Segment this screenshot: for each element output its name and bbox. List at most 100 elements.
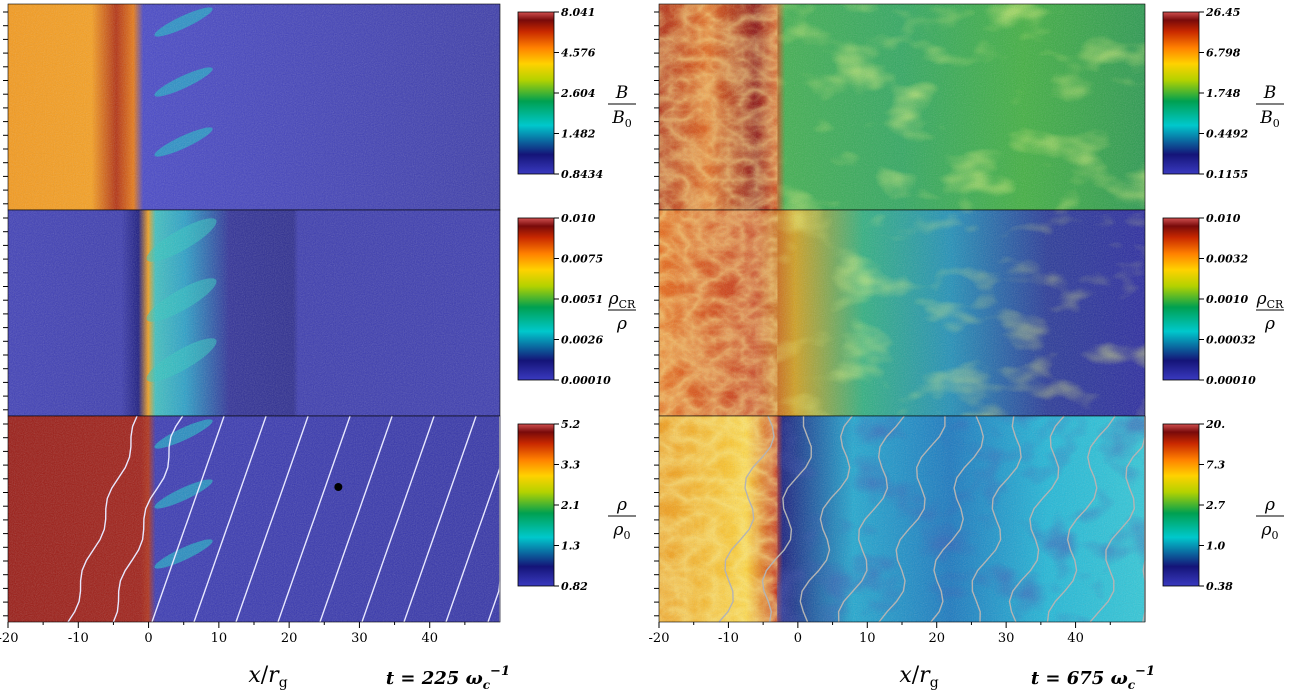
quantity-label: ρ ρ0 [608,495,636,542]
quantity-denominator: ρ [616,314,627,334]
noise-texture [659,416,1145,622]
colorbar-tick-label: 0.82 [561,580,588,593]
colorbar-tick-label: 8.041 [561,6,595,19]
x-tick-label: 40 [1067,631,1084,646]
colorbar-gradient [1162,423,1200,587]
marker-dot [334,483,343,491]
colorbar-tick-label: 5.2 [561,418,580,431]
colorbar-tick-label: 0.00032 [1206,334,1256,347]
quantity-subscript: CR [1267,298,1284,311]
colorbar-tick-label: 0.0010 [1206,293,1248,306]
field-line [319,415,393,623]
noise-texture [8,416,500,622]
quantity-denominator: ρ0 [1261,520,1279,542]
colorbar: 5.2 3.3 2.1 1.3 0.82 [517,418,588,593]
quantity-numerator: B [615,83,629,103]
x-axis-title: x/rg [899,663,938,691]
denominator-subscript: 0 [624,529,631,542]
field-line [193,415,267,623]
colorbar-tick-label: 3.3 [561,459,580,472]
x-tick-label: 20 [928,631,945,646]
snapshot-2: 26.45 6.798 1.748 0.4492 0.1155 B B0 0.010 0.003… [649,3,1284,692]
field-line [930,415,985,623]
colorbar-tick-label: 0.010 [1206,212,1241,225]
x-tick-label: 0 [144,631,152,646]
noise-texture [8,4,500,210]
x-tick-label: 10 [211,631,228,646]
field-panel-1-2 [3,209,501,417]
x-axis-title: x/rg [248,663,287,691]
field-line [112,415,184,623]
quantity-denominator: ρ0 [613,520,631,542]
x-tick-label: 30 [351,631,368,646]
colorbar-tick-label: 26.45 [1205,6,1240,19]
quantity-numerator: B [1263,83,1277,103]
colorbar-gradient [1162,217,1200,381]
quantity-numerator: ρCR [1256,289,1284,311]
colorbar-tick-label: 0.38 [1206,580,1233,593]
field-panel-1-1 [3,3,501,211]
time-label: t = 675 ωc−1 [1031,664,1155,692]
colorbar: 20. 7.3 2.7 1.0 0.38 [1162,418,1233,593]
colorbar-tick-label: 2.1 [560,499,580,512]
field-line [67,415,138,623]
x-tick-label: 20 [281,631,298,646]
colorbar-tick-label: 2.604 [560,87,595,100]
colorbar-tick-label: 0.00010 [1206,374,1256,387]
x-tick-label: -20 [649,631,670,646]
quantity-numerator: ρCR [608,289,636,311]
field-line [718,415,775,623]
colorbar-tick-label: 0.0051 [561,293,603,306]
field-line [277,415,351,623]
x-tick-label: 0 [794,631,802,646]
denominator-subscript: 0 [1273,117,1280,130]
colorbar-gradient [517,217,555,381]
x-axis: -20 -10 0 10 20 30 40 [649,622,1111,646]
colorbar-tick-label: 1.748 [1206,87,1241,100]
x-tick-label: 10 [859,631,876,646]
x-tick-label: -20 [0,631,18,646]
colorbar: 26.45 6.798 1.748 0.4492 0.1155 [1162,6,1248,181]
snapshot-1: 8.041 4.576 2.604 1.482 0.8434 B B0 0.010 0.0075… [0,3,636,692]
colorbar-tick-label: 0.1155 [1206,168,1248,181]
field-panel-2-1 [654,3,1146,211]
x-tick-label: 40 [421,631,438,646]
field-line [799,415,853,623]
field-panel-2-2 [654,209,1146,417]
field-line [878,416,946,623]
colorbar: 0.010 0.0032 0.0010 0.00032 0.00010 [1162,212,1256,387]
x-tick-label: -10 [718,631,739,646]
quantity-label: B B0 [1256,83,1284,130]
denominator-subscript: 0 [1272,529,1279,542]
noise-texture [659,4,1145,210]
colorbar-gradient [1162,11,1200,175]
x-axis: -20 -10 0 10 20 30 40 [0,622,466,646]
colorbar-tick-label: 7.3 [1206,459,1225,472]
colorbar-gradient [517,423,555,587]
colorbar-tick-label: 0.010 [561,212,596,225]
colorbar-tick-label: 1.3 [561,540,580,553]
field-panel-2-3 [654,415,1146,623]
quantity-numerator: ρ [616,495,627,515]
field-line [151,415,225,623]
colorbar-tick-label: 0.0032 [1206,253,1248,266]
colorbar-tick-label: 0.0026 [561,334,603,347]
colorbar-tick-label: 6.798 [1206,47,1241,60]
quantity-numerator: ρ [1264,495,1275,515]
colorbar-tick-label: 1.482 [561,128,596,141]
colorbar-tick-label: 2.7 [1205,499,1225,512]
field-line [361,415,435,623]
colorbar-tick-label: 4.576 [561,47,596,60]
noise-texture [8,210,500,416]
field-line [761,416,813,623]
colorbar-tick-label: 20. [1205,418,1225,431]
quantity-denominator: B0 [611,108,632,130]
field-line [837,415,905,623]
quantity-denominator: B0 [1259,108,1280,130]
quantity-label: ρ ρ0 [1256,495,1284,542]
quantity-label: ρCR ρ [1256,289,1284,334]
field-line [1089,416,1146,623]
quantity-subscript: CR [619,298,636,311]
x-tick-label: -10 [68,631,89,646]
